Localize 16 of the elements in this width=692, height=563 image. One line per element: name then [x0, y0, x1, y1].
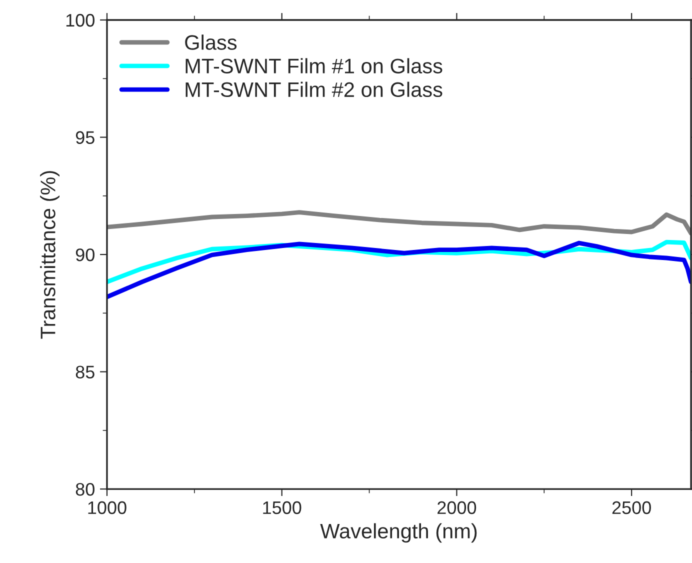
- legend-label: Glass: [185, 34, 237, 50]
- y-axis-title: Transmittance (%): [40, 171, 60, 339]
- x-tick-label: 2500: [612, 501, 651, 514]
- legend-label: MT-SWNT Film #2 on Glass: [186, 82, 442, 98]
- y-tick-label: 100: [66, 14, 94, 27]
- x-axis-title: Wavelength (nm): [320, 523, 477, 543]
- y-tick-label: 90: [76, 248, 94, 262]
- x-tick-label: 1500: [263, 501, 302, 514]
- line-series: [106, 240, 692, 300]
- y-tick-label: 95: [76, 131, 94, 144]
- line-series: [106, 210, 692, 236]
- x-tick-label: 2000: [438, 501, 476, 514]
- y-tick-label: 85: [76, 366, 94, 378]
- x-tick-label: 1000: [88, 501, 126, 514]
- y-tick-label: 80: [76, 482, 94, 496]
- legend-label: MT-SWNT Film #1 on Glass: [186, 58, 442, 74]
